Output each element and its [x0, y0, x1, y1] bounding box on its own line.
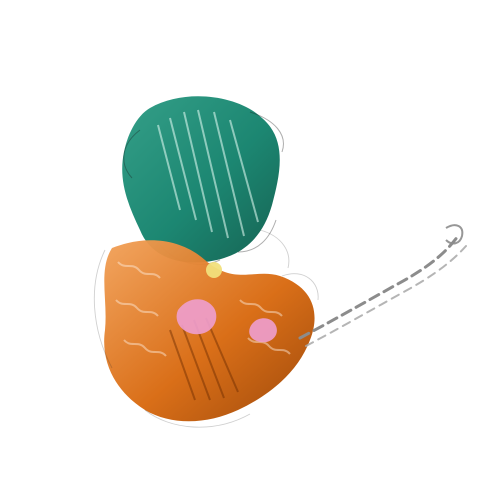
ligand-pink-1 [176, 299, 217, 335]
tail-end-loop [445, 224, 464, 245]
orange-domain-body [104, 240, 315, 422]
ligand-yellow [206, 262, 222, 278]
teal-strand-highlights [157, 109, 259, 239]
outline-loops [93, 229, 319, 428]
tail-coil-2 [305, 245, 467, 347]
orange-chain-domain [104, 240, 315, 422]
ligand-molecules [176, 262, 277, 343]
ligand-pink-2 [249, 318, 277, 343]
tail-coil [298, 234, 460, 340]
orange-helix-highlights [115, 261, 291, 357]
disordered-tail [298, 224, 467, 347]
teal-chain-domain [122, 96, 284, 265]
